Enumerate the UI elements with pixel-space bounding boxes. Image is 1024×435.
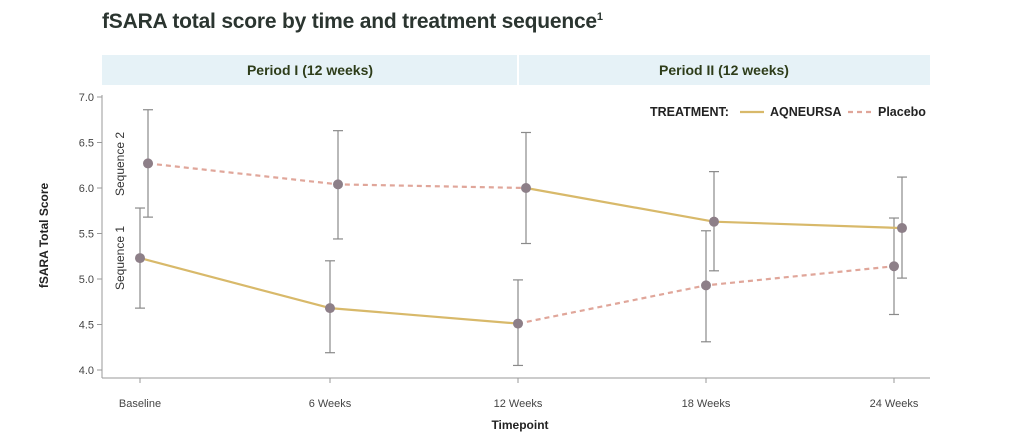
x-tick-label-0: Baseline: [119, 398, 161, 410]
data-point-seq2-3: [709, 216, 719, 227]
data-point-seq1-2: [513, 318, 523, 329]
y-tick-label-1: 4.5: [79, 320, 94, 332]
legend-label-aqneursa: AQNEURSA: [770, 105, 842, 119]
data-point-seq2-1: [333, 179, 343, 190]
chart-title-footnote: 1: [596, 11, 603, 23]
y-tick-label-3: 5.5: [79, 229, 94, 241]
y-tick-label-2: 5.0: [79, 274, 94, 286]
data-point-seq1-3: [701, 280, 711, 291]
sequence-label-2: Sequence 2: [113, 132, 127, 196]
legend-label-placebo: Placebo: [878, 105, 926, 119]
y-axis-title: fSARA Total Score: [37, 183, 51, 289]
data-point-seq1-4: [889, 261, 899, 272]
x-tick-label-2: 12 Weeks: [494, 398, 543, 410]
y-tick-label-5: 6.5: [79, 138, 94, 150]
series-line-seq1-aqneursa: [139, 257, 519, 325]
x-axis-title: Timepoint: [491, 418, 548, 432]
chart-title: fSARA total score by time and treatment …: [102, 10, 603, 34]
x-tick-label-1: 6 Weeks: [309, 398, 352, 410]
legend-title: TREATMENT:: [650, 105, 729, 119]
x-tick-label-4: 24 Weeks: [870, 398, 919, 410]
y-tick-label-4: 6.0: [79, 183, 94, 195]
y-tick-label-6: 7.0: [79, 92, 94, 104]
data-point-seq1-0: [135, 253, 145, 264]
data-point-seq1-1: [325, 303, 335, 314]
x-tick-label-3: 18 Weeks: [682, 398, 731, 410]
period-label-2: Period II (12 weeks): [659, 62, 789, 78]
chart-title-text: fSARA total score by time and treatment …: [102, 10, 597, 33]
y-tick-label-0: 4.0: [79, 365, 94, 377]
period-band-1: [102, 55, 518, 85]
period-label-1: Period I (12 weeks): [247, 62, 373, 78]
period-band-2: [518, 55, 930, 85]
data-point-seq2-4: [897, 223, 907, 234]
data-point-seq2-0: [143, 158, 153, 169]
data-point-seq2-2: [521, 183, 531, 193]
sequence-label-1: Sequence 1: [113, 226, 127, 290]
